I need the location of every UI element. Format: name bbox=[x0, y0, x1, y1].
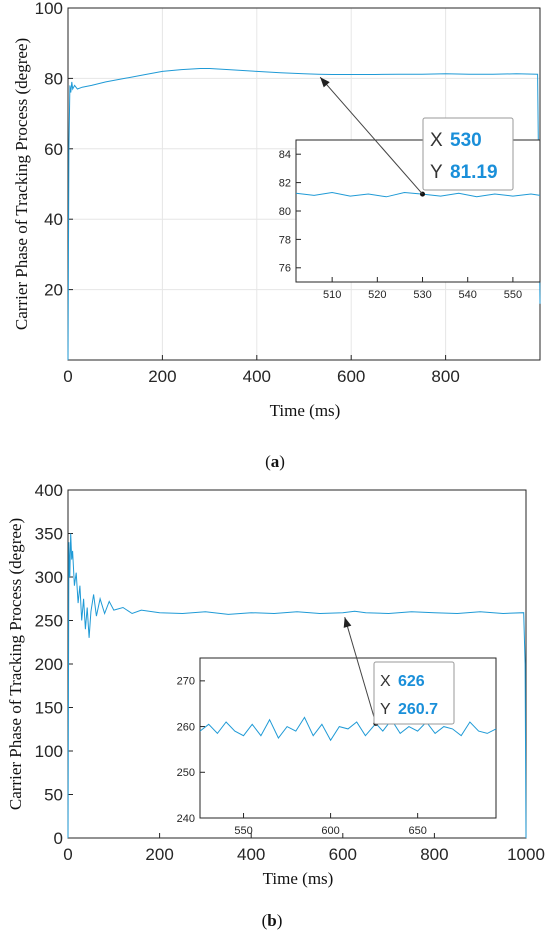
chart-b-datatip-x-value: 626 bbox=[398, 673, 425, 690]
b-y-tick-label: 50 bbox=[44, 785, 63, 804]
a-y-tick-label: 60 bbox=[44, 140, 63, 159]
chart-a: 0 200 400 600 800 20 40 60 80 100 510 520 530 540 55… bbox=[12, 0, 541, 471]
b-x-tick-label: 0 bbox=[63, 845, 72, 864]
b-y-tick-label: 300 bbox=[35, 568, 63, 587]
a-inset-x-tick-label: 540 bbox=[459, 289, 477, 301]
chart-b-inset-y-ticks: 240 250 260 270 bbox=[177, 676, 205, 825]
b-y-tick-label: 0 bbox=[54, 829, 63, 848]
chart-b-caption: (b) bbox=[262, 911, 283, 930]
a-inset-y-tick-label: 84 bbox=[279, 149, 291, 161]
a-inset-y-tick-label: 76 bbox=[279, 263, 291, 275]
b-x-tick-label: 400 bbox=[237, 845, 265, 864]
chart-b-series-line bbox=[67, 533, 527, 839]
b-y-tick-label: 350 bbox=[35, 524, 63, 543]
chart-b-datatip-x-label: X bbox=[380, 673, 391, 690]
chart-b-inset-series-line bbox=[199, 716, 497, 742]
b-inset-y-tick-label: 240 bbox=[177, 813, 195, 825]
chart-a-series-line bbox=[67, 68, 541, 361]
a-inset-y-tick-label: 78 bbox=[279, 234, 291, 246]
chart-a-datatip: X 530 Y 81.19 bbox=[422, 117, 514, 191]
b-inset-x-tick-label: 550 bbox=[234, 825, 252, 837]
a-x-tick-label: 0 bbox=[63, 367, 72, 386]
a-y-tick-label: 100 bbox=[35, 0, 63, 18]
chart-b-y-label: Carrier Phase of Tracking Process (degre… bbox=[6, 518, 25, 810]
chart-a-x-label: Time (ms) bbox=[270, 401, 341, 420]
chart-b-datatip-arrowhead bbox=[343, 617, 352, 628]
a-inset-y-tick-label: 82 bbox=[279, 177, 291, 189]
a-y-tick-label: 80 bbox=[44, 69, 63, 88]
b-inset-x-tick-label: 600 bbox=[321, 825, 339, 837]
b-x-tick-label: 200 bbox=[145, 845, 173, 864]
chart-b-datatip-y-value: 260.7 bbox=[398, 701, 438, 718]
b-x-tick-label: 600 bbox=[329, 845, 357, 864]
chart-a-datatip-y-label: Y bbox=[430, 162, 443, 183]
b-y-tick-label: 250 bbox=[35, 611, 63, 630]
chart-a-inset-x-ticks: 510 520 530 540 550 bbox=[323, 277, 522, 301]
b-y-tick-label: 150 bbox=[35, 698, 63, 717]
b-inset-y-tick-label: 260 bbox=[177, 721, 195, 733]
chart-b-x-label: Time (ms) bbox=[263, 869, 334, 888]
chart-b-datatip-box bbox=[373, 661, 455, 725]
chart-a-inset-y-ticks: 76 78 80 82 84 bbox=[279, 149, 301, 275]
chart-a-caption: (a) bbox=[265, 452, 285, 471]
chart-a-datatip-box bbox=[422, 117, 514, 191]
b-x-tick-label: 1000 bbox=[507, 845, 545, 864]
chart-a-x-ticks: 0 200 400 600 800 bbox=[63, 355, 460, 386]
a-y-tick-label: 40 bbox=[44, 210, 63, 229]
b-inset-y-tick-label: 270 bbox=[177, 676, 195, 688]
b-inset-y-tick-label: 250 bbox=[177, 767, 195, 779]
a-x-tick-label: 200 bbox=[148, 367, 176, 386]
chart-a-datatip-x-label: X bbox=[430, 130, 443, 151]
b-y-tick-label: 200 bbox=[35, 655, 63, 674]
a-inset-y-tick-label: 80 bbox=[279, 206, 291, 218]
chart-a-y-label: Carrier Phase of Tracking Process (degre… bbox=[12, 38, 31, 330]
chart-a-datatip-arrow bbox=[319, 76, 423, 195]
chart-a-datatip-y-value: 81.19 bbox=[450, 162, 498, 183]
chart-a-datatip-x-value: 530 bbox=[450, 130, 482, 151]
a-inset-x-tick-label: 510 bbox=[323, 289, 341, 301]
a-inset-x-tick-label: 530 bbox=[413, 289, 431, 301]
chart-a-y-ticks: 20 40 60 80 100 bbox=[35, 0, 73, 300]
a-inset-x-tick-label: 520 bbox=[368, 289, 386, 301]
chart-b-inset-x-ticks: 550 600 650 bbox=[234, 813, 427, 837]
chart-b-datatip: X 626 Y 260.7 bbox=[373, 661, 455, 725]
b-y-tick-label: 400 bbox=[35, 481, 63, 500]
a-inset-x-tick-label: 550 bbox=[504, 289, 522, 301]
a-y-tick-label: 20 bbox=[44, 281, 63, 300]
b-x-tick-label: 800 bbox=[420, 845, 448, 864]
chart-b-datatip-arrow bbox=[344, 617, 377, 724]
chart-b-datatip-y-label: Y bbox=[380, 701, 391, 718]
b-inset-x-tick-label: 650 bbox=[408, 825, 426, 837]
chart-b-y-ticks: 0 50 100 150 200 250 300 350 400 bbox=[35, 481, 73, 848]
chart-a-datatip-arrowhead bbox=[320, 77, 330, 88]
a-x-tick-label: 400 bbox=[243, 367, 271, 386]
a-x-tick-label: 800 bbox=[431, 367, 459, 386]
a-x-tick-label: 600 bbox=[337, 367, 365, 386]
chart-b: 0 200 400 600 800 1000 0 50 100 150 200 250 300 350 4… bbox=[6, 481, 545, 930]
chart-b-x-ticks: 0 200 400 600 800 1000 bbox=[63, 833, 545, 864]
b-y-tick-label: 100 bbox=[35, 742, 63, 761]
